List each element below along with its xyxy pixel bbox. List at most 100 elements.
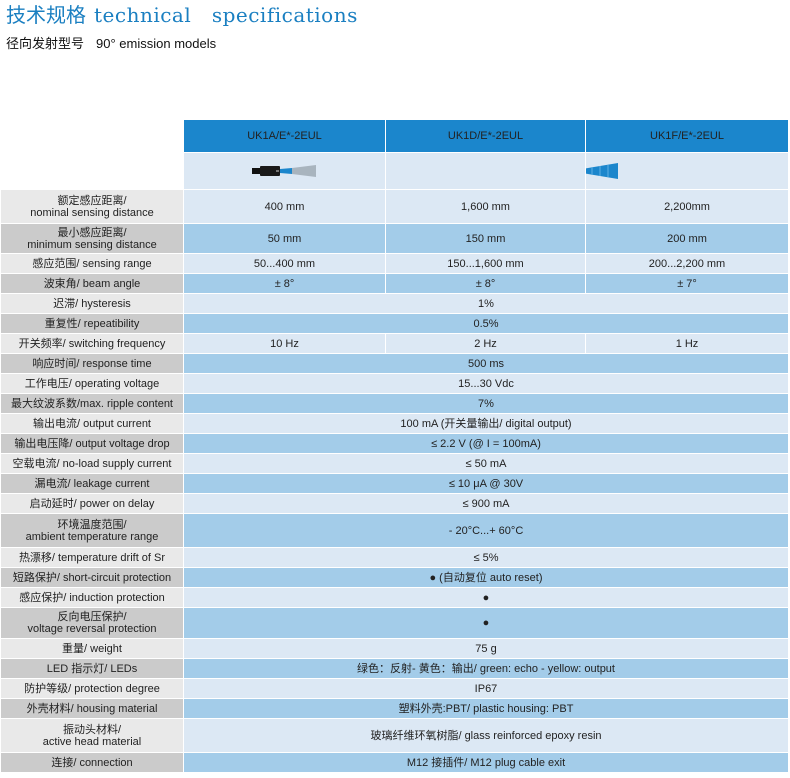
- row-label: 热漂移/ temperature drift of Sr: [0, 547, 184, 568]
- row-value: ≤ 5%: [183, 547, 789, 568]
- row-label: 漏电流/ leakage current: [0, 473, 184, 494]
- row-value: ± 8°: [183, 273, 386, 294]
- table-row: 输出电压降/ output voltage drop ≤ 2.2 V (@ I =…: [0, 433, 789, 454]
- sensor-narrow-beam-icon: [251, 165, 316, 177]
- row-label-en: voltage reversal protection: [27, 623, 157, 635]
- row-value: ● (自动复位 auto reset): [183, 567, 789, 588]
- column-header-uk1f: UK1F/E*-2EUL: [585, 119, 789, 153]
- table-row: 最小感应距离/minimum sensing distance 50 mm 150 …: [0, 223, 789, 254]
- row-label: 感应保护/ induction protection: [0, 587, 184, 608]
- row-value: 玻璃纤维环氧树脂/ glass reinforced epoxy resin: [183, 718, 789, 753]
- row-label-cn: 振动头材料/: [62, 723, 122, 736]
- row-value: 1 Hz: [585, 333, 789, 354]
- page-subtitle: 径向发射型号 90° emission models: [6, 36, 216, 53]
- row-value: 150 mm: [385, 223, 586, 254]
- table-row: 振动头材料/active head material 玻璃纤维环氧树脂/ glas…: [0, 718, 789, 753]
- table-row: 迟滞/ hysteresis 1%: [0, 293, 789, 314]
- row-value: 绿色：反射- 黄色：输出/ green: echo - yellow: outp…: [183, 658, 789, 679]
- spec-table: UK1A/E*-2EUL UK1D/E*-2EUL UK1F/E*-2EUL: [0, 119, 789, 773]
- table-row: 工作电压/ operating voltage 15...30 Vdc: [0, 373, 789, 394]
- row-value: M12 接插件/ M12 plug cable exit: [183, 752, 789, 773]
- row-label: 响应时间/ response time: [0, 353, 184, 374]
- row-value: 500 ms: [183, 353, 789, 374]
- column-header-uk1d: UK1D/E*-2EUL: [385, 119, 586, 153]
- row-value: 400 mm: [183, 189, 386, 224]
- row-label: 感应范围/ sensing range: [0, 253, 184, 274]
- table-row: 反向电压保护/voltage reversal protection ●: [0, 607, 789, 639]
- row-value: ●: [183, 607, 789, 639]
- table-row: 最大纹波系数/max. ripple content 7%: [0, 393, 789, 414]
- row-label: 工作电压/ operating voltage: [0, 373, 184, 394]
- table-row: 感应范围/ sensing range 50...400 mm 150...1,60…: [0, 253, 789, 274]
- row-label: 外壳材料/ housing material: [0, 698, 184, 719]
- row-label: 短路保护/ short-circuit protection: [0, 567, 184, 588]
- row-label: 迟滞/ hysteresis: [0, 293, 184, 314]
- table-row: 连接/ connection M12 接插件/ M12 plug cable ex…: [0, 752, 789, 773]
- row-label: 输出电流/ output current: [0, 413, 184, 434]
- row-label: 环境温度范围/ambient temperature range: [0, 513, 184, 548]
- row-label-en: nominal sensing distance: [30, 206, 154, 219]
- row-label: 空载电流/ no-load supply current: [0, 453, 184, 474]
- row-value: ≤ 10 μA @ 30V: [183, 473, 789, 494]
- sensor-wide-beam-icon: [586, 163, 618, 179]
- row-label: 重复性/ repeatibility: [0, 313, 184, 334]
- row-value: 75 g: [183, 638, 789, 659]
- row-label: LED 指示灯/ LEDs: [0, 658, 184, 679]
- table-row: 短路保护/ short-circuit protection ● (自动复位 au…: [0, 567, 789, 588]
- subtitle-cn: 径向发射型号: [6, 37, 85, 52]
- row-value: 塑料外壳:PBT/ plastic housing: PBT: [183, 698, 789, 719]
- row-label-cn: 最小感应距离/: [57, 226, 127, 239]
- row-value: ≤ 900 mA: [183, 493, 789, 514]
- row-value: 10 Hz: [183, 333, 386, 354]
- page-title: 技术规格 technical specifications: [6, 2, 358, 28]
- row-label: 振动头材料/active head material: [0, 718, 184, 753]
- row-value: 1,600 mm: [385, 189, 586, 224]
- row-value: 100 mA (开关量输出/ digital output): [183, 413, 789, 434]
- row-label: 波束角/ beam angle: [0, 273, 184, 294]
- table-row: 漏电流/ leakage current ≤ 10 μA @ 30V: [0, 473, 789, 494]
- row-label: 重量/ weight: [0, 638, 184, 659]
- row-label: 输出电压降/ output voltage drop: [0, 433, 184, 454]
- row-label: 防护等级/ protection degree: [0, 678, 184, 699]
- header-corner: [0, 119, 184, 153]
- table-row: 外壳材料/ housing material 塑料外壳:PBT/ plastic …: [0, 698, 789, 719]
- row-value: 200...2,200 mm: [585, 253, 789, 274]
- row-value: ●: [183, 587, 789, 608]
- table-row: 额定感应距离/nominal sensing distance 400 mm 1,6…: [0, 189, 789, 224]
- table-row: 空载电流/ no-load supply current ≤ 50 mA: [0, 453, 789, 474]
- row-label: 连接/ connection: [0, 752, 184, 773]
- row-value: ≤ 50 mA: [183, 453, 789, 474]
- row-value: 15...30 Vdc: [183, 373, 789, 394]
- row-label-en: minimum sensing distance: [27, 238, 157, 251]
- row-label: 最大纹波系数/max. ripple content: [0, 393, 184, 414]
- table-row: 启动延时/ power on delay ≤ 900 mA: [0, 493, 789, 514]
- row-label-en: ambient temperature range: [25, 530, 159, 543]
- row-label-cn: 反向电压保护/: [57, 611, 127, 623]
- row-label: 额定感应距离/nominal sensing distance: [0, 189, 184, 224]
- row-value: 2 Hz: [385, 333, 586, 354]
- row-value: ± 8°: [385, 273, 586, 294]
- row-value: 7%: [183, 393, 789, 414]
- row-value: 0.5%: [183, 313, 789, 334]
- row-label: 开关频率/ switching frequency: [0, 333, 184, 354]
- row-value: ≤ 2.2 V (@ I = 100mA): [183, 433, 789, 454]
- sensor-image-row: [0, 152, 789, 190]
- table-row: 波束角/ beam angle ± 8° ± 8° ± 7°: [0, 273, 789, 294]
- row-value: 1%: [183, 293, 789, 314]
- row-value: - 20°C...+ 60°C: [183, 513, 789, 548]
- row-value: 200 mm: [585, 223, 789, 254]
- table-row: 重量/ weight 75 g: [0, 638, 789, 659]
- row-label-cn: 环境温度范围/: [57, 518, 127, 531]
- title-en: technical specifications: [94, 3, 358, 27]
- sensor-f-cell: [585, 152, 789, 190]
- title-cn: 技术规格: [6, 3, 86, 27]
- table-header-row: UK1A/E*-2EUL UK1D/E*-2EUL UK1F/E*-2EUL: [0, 119, 789, 153]
- row-value: 50 mm: [183, 223, 386, 254]
- table-row: 热漂移/ temperature drift of Sr ≤ 5%: [0, 547, 789, 568]
- row-value: 50...400 mm: [183, 253, 386, 274]
- row-label-cn: 额定感应距离/: [57, 194, 127, 207]
- table-row: 输出电流/ output current 100 mA (开关量输出/ digit…: [0, 413, 789, 434]
- row-value: IP67: [183, 678, 789, 699]
- subtitle-en: 90° emission models: [96, 36, 217, 51]
- row-label: 最小感应距离/minimum sensing distance: [0, 223, 184, 254]
